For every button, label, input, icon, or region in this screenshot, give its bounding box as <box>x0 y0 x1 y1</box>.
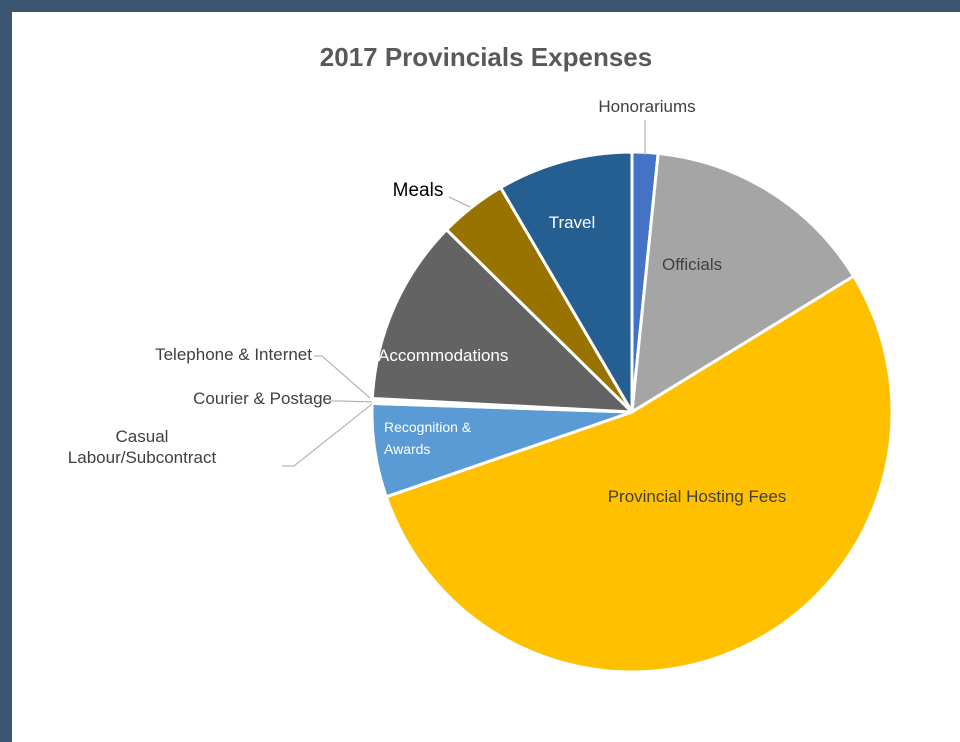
leader-line <box>282 403 373 467</box>
slice-label: Meals <box>392 180 444 201</box>
slice-label: Provincial Hosting Fees <box>607 487 787 506</box>
pie-slice <box>384 274 894 674</box>
chart-panel: 2017 Provincials Expenses Honorariums Off… <box>12 12 960 742</box>
slice-label: Honorariums <box>598 97 696 116</box>
chart-title: 2017 Provincials Expenses <box>319 42 653 72</box>
slice-label: Recognition & Awards <box>384 419 472 457</box>
leader-line <box>314 355 371 399</box>
pie-slice <box>499 150 634 414</box>
slice-label: Officials <box>662 255 723 274</box>
slice-label: Casual Labour/Subcontract <box>67 427 217 467</box>
slice-label: Telephone & Internet <box>155 345 312 364</box>
leader-line <box>448 196 471 208</box>
chart <box>282 120 894 674</box>
leader-line <box>329 400 373 403</box>
slice-label: Courier & Postage <box>193 389 332 408</box>
pie-slice <box>370 228 634 414</box>
slice-label: Travel <box>548 213 596 232</box>
slice-label: Accommodations <box>378 346 509 365</box>
pie-slice <box>630 151 856 414</box>
